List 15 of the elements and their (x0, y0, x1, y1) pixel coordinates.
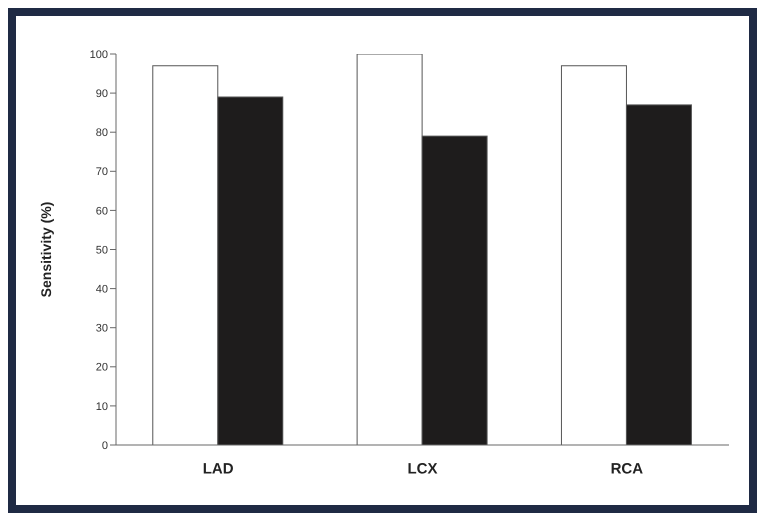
y-tick-label: 40 (96, 284, 108, 296)
y-tick-label: 30 (96, 322, 108, 335)
y-tick-label: 80 (96, 127, 108, 140)
y-tick-label: 50 (96, 244, 108, 256)
y-tick-label: 60 (96, 205, 108, 218)
y-tick-label: 100 (90, 48, 108, 61)
y-tick-label: 70 (96, 166, 108, 178)
x-tick-label: LCX (408, 460, 438, 478)
y-tick-label: 90 (96, 88, 108, 100)
y-tick-label: 20 (96, 362, 108, 374)
x-tick-label: LAD (202, 460, 234, 478)
x-tick-label: RCA (610, 460, 644, 478)
y-axis-title: Sensitivity (%) (38, 202, 54, 298)
y-tick-label: 0 (102, 440, 108, 452)
y-tick-label: 10 (96, 400, 108, 413)
